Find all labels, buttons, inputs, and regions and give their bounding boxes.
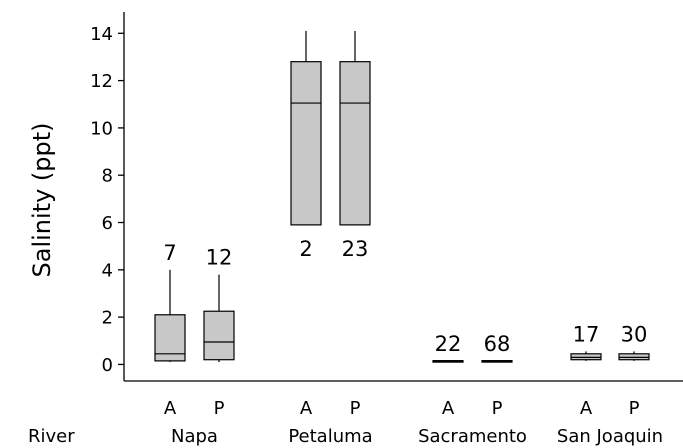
- level-label: P: [350, 398, 361, 419]
- box-san-joaquin-a: [570, 351, 602, 361]
- level-label: A: [442, 398, 455, 419]
- group-label: Petaluma: [288, 426, 372, 447]
- group-label: San Joaquin: [557, 426, 663, 447]
- level-label: A: [580, 398, 593, 419]
- box-body: [203, 310, 235, 361]
- level-label: P: [629, 398, 640, 419]
- x-axis-labels: A P Napa A P Petaluma A P Sacramento A P San Joaqui…: [164, 398, 663, 447]
- y-tick-label: 8: [102, 166, 113, 187]
- level-label: A: [164, 398, 177, 419]
- y-tick-label: 10: [90, 118, 113, 139]
- sample-size-label: 23: [342, 237, 369, 261]
- y-tick-label: 4: [102, 260, 113, 281]
- box-body: [290, 61, 322, 226]
- box-body: [339, 61, 371, 226]
- sample-size-label: 22: [435, 332, 462, 356]
- level-label: P: [492, 398, 503, 419]
- box-petaluma-a: [290, 30, 322, 226]
- sample-size-labels: 7 12 2 23 22 68 17 30: [163, 237, 647, 356]
- box-napa-a: [154, 269, 186, 363]
- sample-size-label: 68: [484, 332, 511, 356]
- group-label: Sacramento: [418, 426, 527, 447]
- sample-size-label: 17: [573, 322, 600, 346]
- box-sacramento-p: [481, 360, 513, 363]
- level-label: A: [300, 398, 313, 419]
- box-group: [154, 30, 650, 363]
- row-label-river: River: [28, 426, 75, 447]
- box-san-joaquin-p: [618, 351, 650, 361]
- y-tick-label: 0: [102, 355, 113, 376]
- y-tick-label: 2: [102, 308, 113, 329]
- y-axis-label: Salinity (ppt): [28, 122, 56, 277]
- box-petaluma-p: [339, 30, 371, 226]
- sample-size-label: 2: [299, 237, 312, 261]
- y-tick-label: 6: [102, 213, 113, 234]
- y-tick-label: 12: [90, 71, 113, 92]
- box-napa-p: [203, 274, 235, 363]
- box-sacramento-a: [432, 360, 464, 363]
- sample-size-label: 12: [206, 246, 233, 270]
- sample-size-label: 30: [621, 322, 648, 346]
- level-label: P: [214, 398, 225, 419]
- sample-size-label: 7: [163, 241, 176, 265]
- group-label: Napa: [171, 426, 218, 447]
- y-tick-label: 14: [90, 24, 113, 45]
